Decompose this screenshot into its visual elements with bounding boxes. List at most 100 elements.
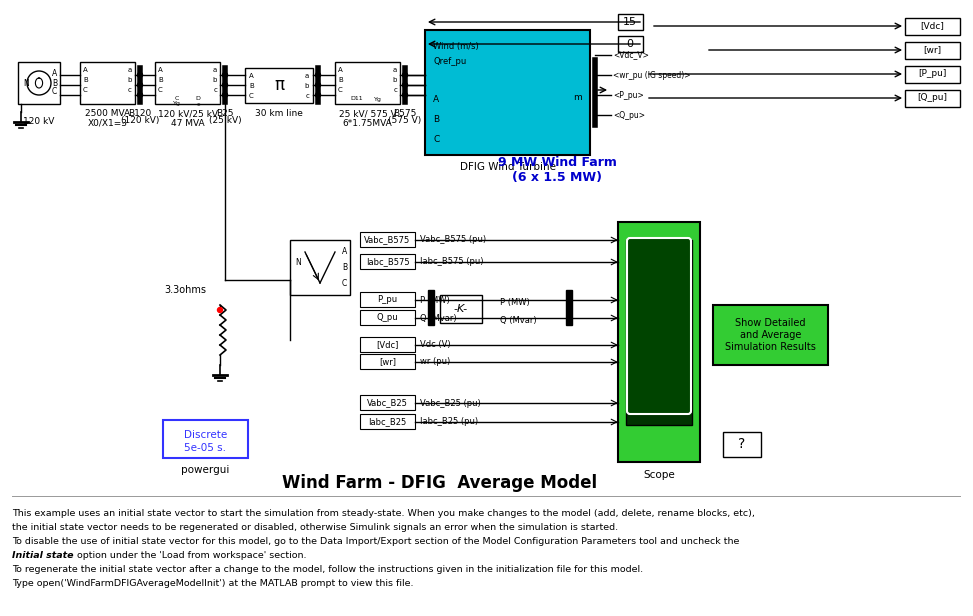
Text: B120: B120 <box>128 108 152 118</box>
Bar <box>428 290 434 325</box>
Text: C: C <box>338 87 342 93</box>
Text: b: b <box>213 77 217 83</box>
Text: C: C <box>433 136 439 145</box>
Bar <box>440 295 482 323</box>
Text: C: C <box>52 87 57 97</box>
Text: Iabc_B25 (pu): Iabc_B25 (pu) <box>420 418 478 426</box>
Text: -K-: -K- <box>454 304 468 314</box>
Text: 120 kV: 120 kV <box>23 118 54 126</box>
Text: B: B <box>433 116 439 124</box>
Text: Vdc (V): Vdc (V) <box>420 341 450 349</box>
Text: DFIG Wind Turbine: DFIG Wind Turbine <box>459 162 556 172</box>
Circle shape <box>403 83 408 87</box>
Text: the initial state vector needs to be regenerated or disabled, otherwise Simulink: the initial state vector needs to be reg… <box>12 524 618 532</box>
Text: 120 kV/25 kV: 120 kV/25 kV <box>158 110 218 118</box>
Text: <P_pu>: <P_pu> <box>613 91 644 100</box>
Circle shape <box>27 71 51 95</box>
Text: [wr]: [wr] <box>379 357 396 367</box>
Bar <box>360 414 415 429</box>
Text: Scope: Scope <box>643 470 675 480</box>
Bar <box>618 36 643 52</box>
Bar <box>80 62 135 104</box>
Text: Qref_pu: Qref_pu <box>433 57 466 67</box>
Text: P (MW): P (MW) <box>500 298 529 307</box>
Text: B575: B575 <box>393 108 416 118</box>
Text: b: b <box>305 83 309 89</box>
Text: C: C <box>175 97 179 102</box>
Text: B: B <box>158 77 162 83</box>
Circle shape <box>223 83 228 87</box>
Text: ?: ? <box>739 437 745 451</box>
Text: Vabc_B25: Vabc_B25 <box>367 399 408 408</box>
Bar <box>723 432 761 457</box>
Text: B: B <box>83 77 88 83</box>
Text: c: c <box>306 93 309 99</box>
Text: To disable the use of initial state vector for this model, go to the Data Import: To disable the use of initial state vect… <box>12 538 739 546</box>
Text: To regenerate the initial state vector after a change to the model, follow the i: To regenerate the initial state vector a… <box>12 565 643 575</box>
Text: [Vdc]: [Vdc] <box>377 341 399 349</box>
Bar <box>360 254 415 269</box>
Text: 47 MVA: 47 MVA <box>170 118 204 128</box>
Text: c: c <box>128 87 132 93</box>
Bar <box>360 232 415 247</box>
Text: [Vdc]: [Vdc] <box>920 22 944 31</box>
Bar <box>618 14 643 30</box>
Text: Iabc_B575 (pu): Iabc_B575 (pu) <box>420 257 484 267</box>
Bar <box>360 337 415 352</box>
Text: a: a <box>213 67 217 73</box>
Text: Yg: Yg <box>374 97 382 102</box>
Text: B: B <box>338 77 342 83</box>
Text: (25 kV): (25 kV) <box>208 116 241 126</box>
Text: A: A <box>338 67 342 73</box>
Circle shape <box>223 73 228 78</box>
Text: 30 km line: 30 km line <box>255 110 303 118</box>
Text: Vabc_B575: Vabc_B575 <box>364 235 411 245</box>
Text: a: a <box>127 67 132 73</box>
Circle shape <box>137 92 142 97</box>
Text: m: m <box>573 93 582 102</box>
Text: N: N <box>23 78 29 87</box>
Bar <box>713 305 828 365</box>
Text: C: C <box>158 87 162 93</box>
Text: 3.3ohms: 3.3ohms <box>164 285 206 295</box>
Text: 2500 MVA: 2500 MVA <box>85 110 130 118</box>
Text: P_pu: P_pu <box>378 296 398 304</box>
Text: A: A <box>249 73 254 79</box>
Text: Vabc_B575 (pu): Vabc_B575 (pu) <box>420 235 486 245</box>
Text: Iabc_B25: Iabc_B25 <box>369 418 407 426</box>
Text: Q (Mvar): Q (Mvar) <box>500 315 537 325</box>
Text: B: B <box>249 83 254 89</box>
Text: This example uses an initial state vector to start the simulation from steady-st: This example uses an initial state vecto… <box>12 509 755 519</box>
Bar <box>905 66 960 83</box>
Text: powergui: powergui <box>181 465 230 475</box>
Text: 15: 15 <box>623 17 637 27</box>
Bar <box>566 290 572 325</box>
Bar <box>360 395 415 410</box>
Text: Q_pu: Q_pu <box>377 314 398 323</box>
Text: (575 V): (575 V) <box>388 116 421 126</box>
Text: Show Detailed
and Average
Simulation Results: Show Detailed and Average Simulation Res… <box>725 318 816 352</box>
Circle shape <box>218 307 223 312</box>
Bar <box>163 420 248 458</box>
Text: <Vdc_V>: <Vdc_V> <box>613 51 649 60</box>
Text: a: a <box>305 73 309 79</box>
Text: Q (Mvar): Q (Mvar) <box>420 314 456 323</box>
Text: A: A <box>52 70 57 78</box>
Text: C: C <box>83 87 88 93</box>
Text: b: b <box>127 77 132 83</box>
Text: <wr_pu (IG speed)>: <wr_pu (IG speed)> <box>613 70 691 79</box>
Text: C: C <box>249 93 254 99</box>
Text: Iabc_B575: Iabc_B575 <box>366 257 410 267</box>
Circle shape <box>403 73 408 78</box>
Text: 6*1.75MVA: 6*1.75MVA <box>342 118 392 128</box>
Bar <box>360 292 415 307</box>
Bar <box>290 240 350 295</box>
Text: π: π <box>274 76 284 94</box>
Text: B25: B25 <box>216 108 234 118</box>
Text: [Q_pu]: [Q_pu] <box>917 94 947 102</box>
Text: P (MW): P (MW) <box>420 296 450 304</box>
Text: X0/X1=3: X0/X1=3 <box>88 118 127 128</box>
Text: Yg: Yg <box>173 102 181 107</box>
Bar <box>360 310 415 325</box>
Bar <box>335 62 400 104</box>
